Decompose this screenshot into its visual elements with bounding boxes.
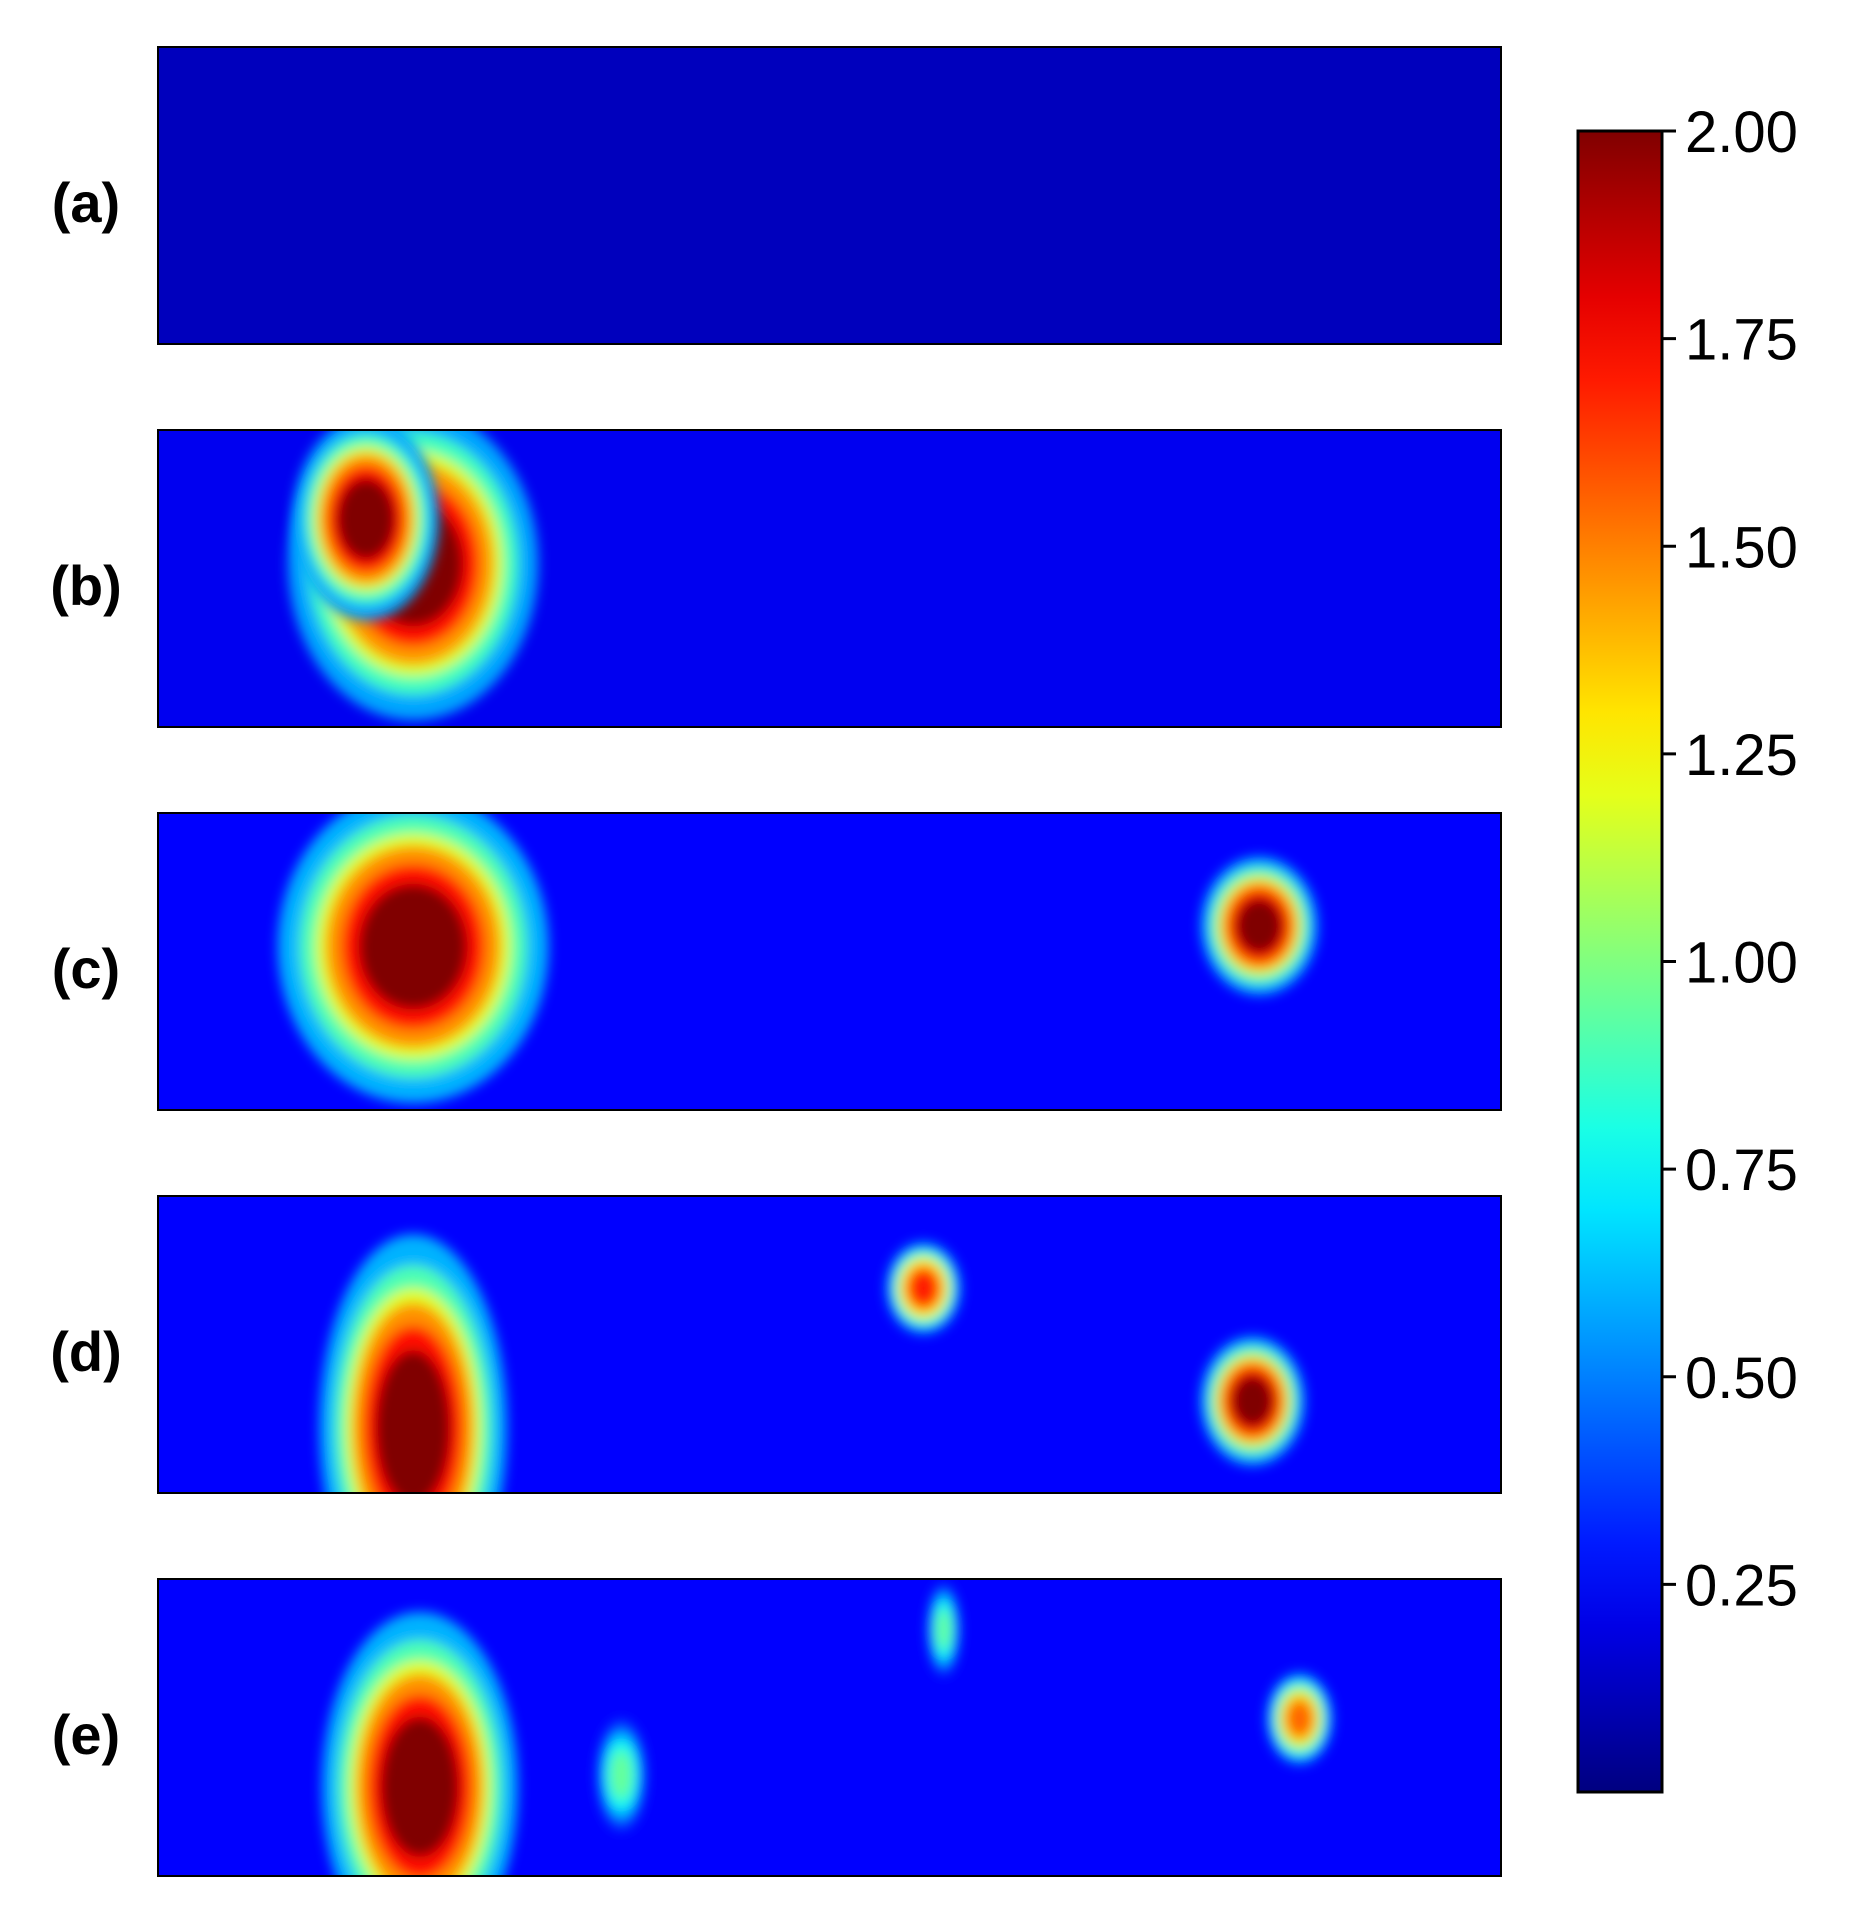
heatmap-panel-d (157, 1195, 1502, 1494)
panel-frame (157, 46, 1502, 345)
hotspot-contour (1231, 1375, 1274, 1427)
heatmap-panel-e (157, 1578, 1502, 1877)
panel-frame (157, 429, 1502, 728)
hotspot-contour (375, 1350, 451, 1493)
hotspot-contour (908, 1269, 939, 1307)
panel-label-b: (b) (50, 554, 122, 617)
colorbar-tick-label-1-75: 1.75 (1685, 308, 1798, 373)
colorbar-tick-label-1-50: 1.50 (1685, 515, 1798, 580)
heatmap-panel-c (157, 812, 1502, 1111)
colorbar-gradient (1576, 129, 1664, 1794)
hotspot (1200, 856, 1318, 995)
hotspot-contour (611, 1752, 632, 1798)
heatmap-panel-b (157, 429, 1502, 728)
hotspot (1266, 1672, 1333, 1765)
heatmap-panel-a (157, 46, 1502, 345)
hotspot (322, 1612, 518, 1876)
panel-frame (157, 1578, 1502, 1877)
hotspot (293, 430, 440, 621)
colorbar-tick-label-0-50: 0.50 (1685, 1346, 1798, 1411)
hotspot-contour (337, 478, 396, 560)
hotspot (927, 1583, 961, 1676)
hotspot-contour (936, 1611, 951, 1648)
hotspot (886, 1242, 961, 1335)
panel-label-d: (d) (50, 1320, 122, 1383)
hotspot (277, 813, 549, 1104)
colorbar-tick-label-0-75: 0.75 (1685, 1138, 1798, 1203)
hotspot-contour (380, 1716, 460, 1857)
hotspot (596, 1719, 647, 1831)
hotspot-contour (1235, 898, 1283, 954)
hotspot-contour (359, 884, 468, 1010)
panel-frame (157, 812, 1502, 1111)
panel-frame (157, 1195, 1502, 1494)
heatmap-background (158, 47, 1501, 344)
colorbar-tick-label-0-25: 0.25 (1685, 1553, 1798, 1618)
panel-label-a: (a) (52, 171, 120, 234)
colorbar-tick-label-1-00: 1.00 (1685, 931, 1798, 996)
hotspot-contour (1286, 1700, 1313, 1738)
colorbar: 2.00 1.75 1.50 1.25 1.00 0.75 0.50 0.25 (1576, 100, 1798, 1794)
colorbar-tick-label-1-25: 1.25 (1685, 723, 1798, 788)
panel-label-e: (e) (52, 1703, 120, 1766)
hotspot (1200, 1336, 1305, 1466)
panel-label-c: (c) (52, 937, 120, 1000)
colorbar-tick-label-2-00: 2.00 (1685, 100, 1798, 165)
hotspot (319, 1234, 507, 1493)
